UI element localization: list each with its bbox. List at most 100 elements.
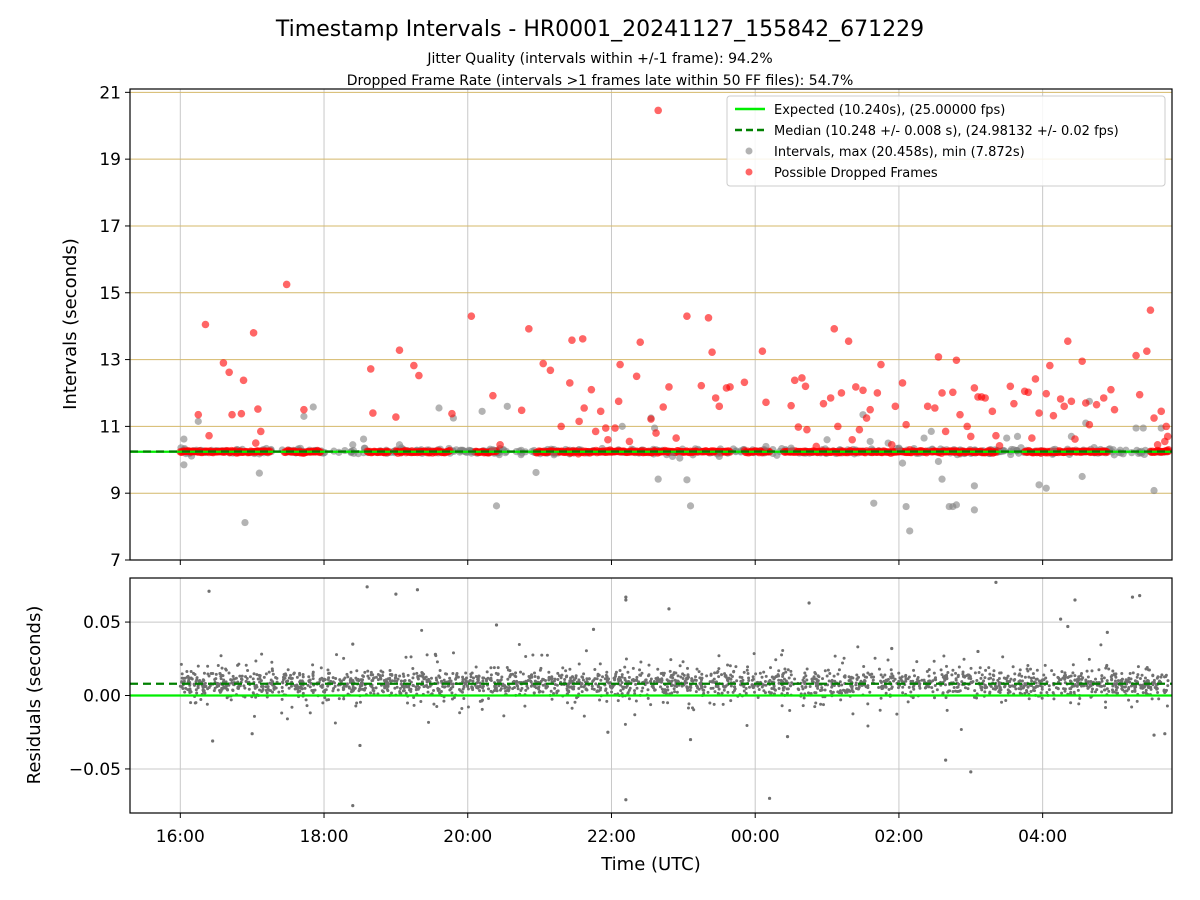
residual-point (1105, 663, 1109, 667)
residual-point (403, 679, 407, 683)
dropped-frame-point (1153, 440, 1162, 449)
interval-point (970, 482, 978, 490)
residual-point (833, 654, 837, 658)
residual-point (751, 675, 755, 679)
residual-point (283, 676, 287, 680)
residual-point (800, 684, 804, 688)
dropped-frame-point (848, 435, 857, 444)
residual-point (688, 737, 693, 742)
residual-point (635, 686, 639, 690)
residual-point (426, 685, 430, 689)
residual-point (358, 687, 362, 691)
residual-point (969, 666, 973, 670)
residual-point (1131, 671, 1135, 675)
residual-point (1004, 698, 1008, 702)
residual-point (870, 672, 874, 676)
residual-point (567, 690, 571, 694)
residual-point (1023, 682, 1027, 686)
residual-point (1047, 684, 1051, 688)
residual-point (606, 730, 610, 734)
residual-point (1009, 677, 1013, 681)
residual-point (253, 686, 257, 690)
residual-point (582, 672, 586, 676)
dropped-frame-point (708, 348, 716, 357)
residual-point (1100, 690, 1104, 694)
residual-point (1113, 679, 1117, 683)
intervals-y-tick-label: 13 (99, 351, 121, 371)
residual-point (705, 674, 709, 678)
residual-point (610, 690, 614, 694)
residual-point (1126, 687, 1130, 691)
residual-point (649, 677, 653, 681)
residual-point (883, 673, 887, 677)
residual-point (1008, 680, 1012, 684)
residual-point (355, 669, 359, 673)
residual-point (649, 679, 653, 683)
residual-point (553, 683, 557, 687)
residual-point (523, 704, 527, 708)
residual-point (1071, 671, 1075, 675)
residual-point (346, 675, 350, 679)
dropped-frame-point (758, 347, 767, 356)
residual-point (1090, 690, 1094, 694)
residual-point (295, 675, 299, 679)
interval-point (715, 452, 723, 461)
dropped-frame-point (616, 360, 624, 369)
residual-point (1039, 691, 1043, 695)
residual-point (1144, 667, 1148, 671)
residual-point (295, 684, 299, 688)
residual-point (624, 657, 628, 661)
dropped-frame-point (659, 403, 668, 411)
residual-point (240, 678, 244, 682)
residual-point (1027, 697, 1031, 701)
dropped-frame-point (1092, 400, 1101, 409)
residual-point (1104, 700, 1108, 704)
residual-point (840, 683, 844, 687)
residual-point (573, 700, 577, 704)
residual-point (1136, 673, 1140, 677)
residual-point (594, 682, 598, 686)
residual-point (449, 679, 453, 683)
dropped-frame-point (237, 409, 246, 418)
residual-point (753, 690, 757, 694)
residual-point (940, 673, 944, 677)
residual-point (406, 701, 410, 705)
dropped-frame-point (604, 435, 612, 444)
residual-point (988, 672, 992, 676)
intervals-y-tick-label: 7 (110, 551, 121, 571)
residual-point (238, 674, 242, 678)
residual-point (945, 708, 949, 712)
residual-point (889, 676, 893, 680)
residual-point (620, 675, 624, 679)
residual-point (678, 664, 682, 668)
residual-point (906, 700, 910, 704)
interval-point (1013, 432, 1022, 441)
residual-point (437, 687, 441, 691)
residual-point (357, 679, 361, 683)
residual-point (674, 671, 678, 675)
residual-point (544, 686, 548, 690)
residual-point (185, 675, 189, 679)
residual-point (977, 671, 981, 675)
dropped-frame-point (614, 397, 623, 406)
interval-point (952, 501, 961, 509)
residual-point (460, 706, 464, 710)
residual-point (343, 676, 347, 680)
legend-intervals-label: Intervals, max (20.458s), min (7.872s) (774, 145, 1025, 160)
residual-point (729, 699, 733, 703)
residual-point (482, 689, 486, 693)
dropped-frame-point (392, 413, 400, 421)
residual-point (296, 687, 300, 691)
residual-point (747, 676, 751, 680)
residual-point (435, 678, 439, 682)
intervals-y-tick-label: 15 (99, 284, 121, 304)
residual-point (1152, 678, 1156, 682)
dropped-frame-point (254, 405, 262, 413)
residual-point (1025, 690, 1029, 694)
residual-point (708, 680, 712, 684)
residual-point (769, 666, 773, 670)
residual-point (338, 678, 342, 682)
dropped-frame-point (580, 404, 588, 412)
residual-point (805, 678, 809, 682)
residual-point (983, 690, 987, 694)
